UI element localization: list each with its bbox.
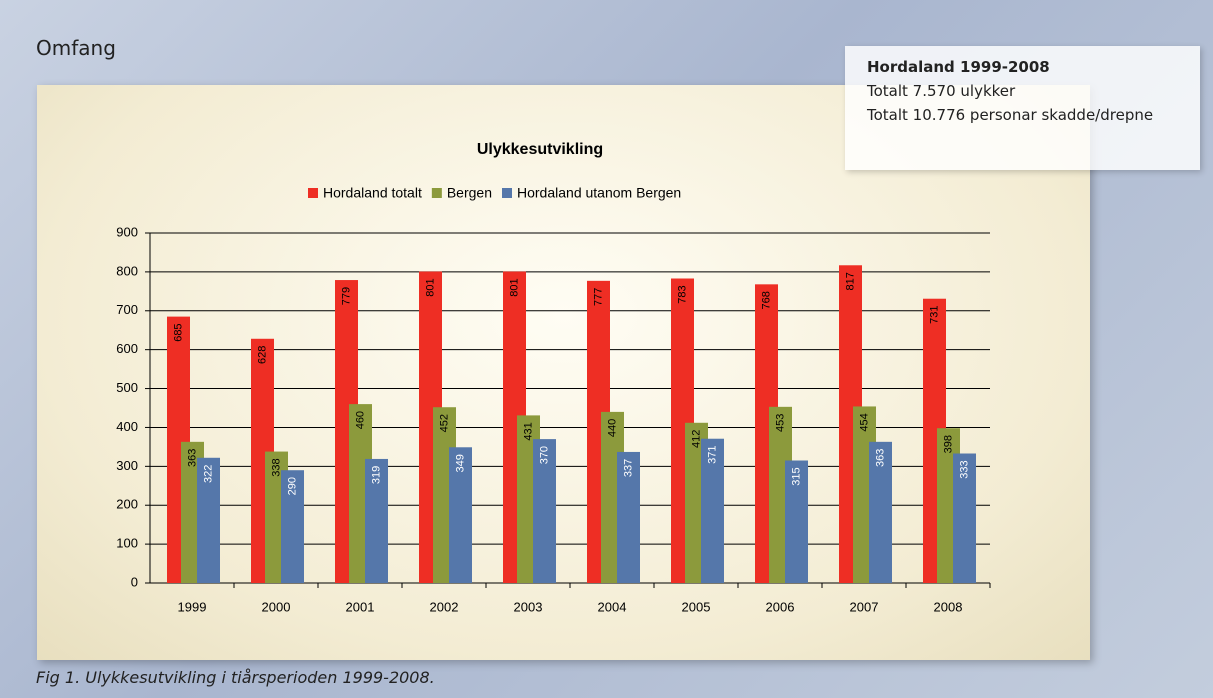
- x-tick-label: 2002: [430, 599, 459, 614]
- value-label: 349: [454, 454, 466, 472]
- x-tick-label: 2008: [934, 599, 963, 614]
- value-label: 322: [202, 465, 214, 483]
- y-tick-label: 900: [116, 224, 138, 239]
- value-label: 290: [286, 477, 298, 495]
- value-label: 398: [942, 435, 954, 453]
- value-label: 337: [622, 459, 634, 477]
- y-tick-label: 500: [116, 380, 138, 395]
- value-label: 363: [874, 449, 886, 467]
- value-label: 628: [256, 346, 268, 364]
- value-label: 319: [370, 466, 382, 484]
- value-label: 783: [676, 285, 688, 303]
- bar: [869, 441, 892, 583]
- info-line: Totalt 10.776 personar skadde/drepne: [867, 106, 1154, 124]
- value-label: 768: [760, 291, 772, 309]
- y-tick-label: 200: [116, 497, 138, 512]
- value-label: 452: [438, 414, 450, 432]
- x-tick-label: 2004: [598, 599, 627, 614]
- y-tick-label: 700: [116, 302, 138, 317]
- y-tick-label: 400: [116, 419, 138, 434]
- bar: [953, 453, 976, 583]
- legend-swatch: [502, 188, 512, 198]
- x-tick-label: 2006: [766, 599, 795, 614]
- bar: [365, 458, 388, 583]
- x-tick-label: 2005: [682, 599, 711, 614]
- value-label: 363: [186, 449, 198, 467]
- value-label: 333: [958, 460, 970, 478]
- value-label: 431: [522, 422, 534, 440]
- info-line: Totalt 7.570 ulykker: [867, 82, 1016, 100]
- x-tick-label: 2001: [346, 599, 375, 614]
- x-tick-label: 2000: [262, 599, 291, 614]
- value-label: 460: [354, 411, 366, 429]
- bar: [197, 457, 220, 583]
- value-label: 453: [774, 414, 786, 432]
- value-label: 779: [340, 287, 352, 305]
- bar: [785, 460, 808, 583]
- heading: Omfang: [36, 36, 116, 60]
- legend-label: Hordaland utanom Bergen: [517, 185, 681, 201]
- y-tick-label: 800: [116, 263, 138, 278]
- x-tick-label: 2003: [514, 599, 543, 614]
- value-label: 370: [538, 446, 550, 464]
- legend-label: Bergen: [447, 185, 492, 201]
- value-label: 731: [928, 306, 940, 324]
- chart-title: Ulykkesutvikling: [477, 141, 603, 158]
- info-title: Hordaland 1999-2008: [867, 58, 1050, 76]
- bar: [281, 470, 304, 583]
- value-label: 371: [706, 446, 718, 464]
- value-label: 440: [606, 419, 618, 437]
- caption: Fig 1. Ulykkesutvikling i tiårsperioden …: [36, 668, 435, 687]
- x-tick-label: 1999: [178, 599, 207, 614]
- y-tick-label: 600: [116, 341, 138, 356]
- legend-swatch: [308, 188, 318, 198]
- bar: [617, 451, 640, 583]
- y-tick-label: 100: [116, 536, 138, 551]
- value-label: 817: [844, 272, 856, 290]
- value-label: 338: [270, 458, 282, 476]
- y-tick-label: 0: [131, 574, 138, 589]
- legend-label: Hordaland totalt: [323, 185, 422, 201]
- value-label: 777: [592, 288, 604, 306]
- value-label: 801: [424, 278, 436, 296]
- value-label: 801: [508, 278, 520, 296]
- value-label: 685: [172, 323, 184, 341]
- value-label: 315: [790, 467, 802, 485]
- info-box: Hordaland 1999-2008 Totalt 7.570 ulykker…: [845, 46, 1200, 170]
- x-tick-label: 2007: [850, 599, 879, 614]
- legend-swatch: [431, 188, 442, 198]
- bar: [701, 438, 724, 583]
- bar: [449, 447, 472, 583]
- y-tick-label: 300: [116, 458, 138, 473]
- bar: [533, 439, 556, 583]
- value-label: 412: [690, 430, 702, 448]
- value-label: 454: [858, 413, 870, 431]
